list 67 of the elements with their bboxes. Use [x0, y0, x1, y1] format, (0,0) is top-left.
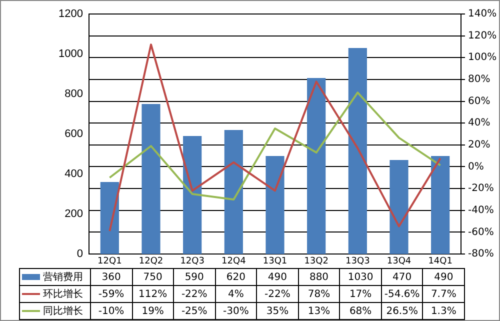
y-tick-label: 0 — [76, 248, 83, 260]
x-tick-label: 13Q3 — [346, 256, 370, 267]
y2-tick-label: -20% — [468, 183, 494, 194]
bar — [183, 136, 202, 254]
data-label: 620 — [215, 268, 257, 286]
data-label: 78% — [298, 286, 340, 302]
x-tick-label: 12Q3 — [180, 256, 204, 267]
y2-tick-label: 60% — [468, 96, 490, 107]
data-label: 590 — [174, 268, 216, 286]
data-label: 4% — [215, 286, 257, 302]
data-label: 1.3% — [422, 302, 464, 320]
y2-tick-label: -60% — [468, 226, 494, 238]
data-label: 68% — [340, 302, 382, 320]
y-tick-label: 1000 — [58, 48, 83, 60]
data-label: 360 — [90, 268, 132, 286]
y-tick-label: 600 — [64, 128, 83, 140]
data-label: 470 — [381, 268, 423, 286]
data-label: 880 — [298, 268, 340, 286]
data-label: 19% — [132, 302, 174, 320]
y-tick-label: 800 — [64, 88, 83, 100]
data-label: 490 — [256, 268, 298, 286]
legend-label: 营销费用 — [43, 272, 83, 283]
data-label: 7.7% — [422, 286, 464, 302]
x-tick-label: 13Q2 — [304, 256, 328, 267]
x-tick-label: 13Q4 — [386, 256, 412, 267]
x-tick-label: 14Q1 — [428, 256, 452, 267]
x-tick-label: 13Q1 — [262, 256, 288, 267]
y-tick-label: 400 — [64, 168, 83, 180]
data-label: 26.5% — [381, 302, 423, 320]
data-label: 750 — [132, 268, 174, 286]
bar — [348, 48, 367, 254]
bar — [100, 182, 119, 254]
bar — [390, 160, 408, 254]
data-label: -25% — [174, 302, 216, 320]
bar — [266, 156, 284, 254]
bar — [224, 130, 243, 254]
y2-tick-label: 100% — [468, 52, 497, 64]
y2-tick-label: 40% — [468, 118, 490, 129]
data-label: 112% — [132, 286, 174, 302]
data-label: 35% — [256, 302, 298, 320]
y2-tick-label: 0% — [468, 161, 484, 172]
y2-tick-label: 140% — [468, 8, 497, 20]
x-tick-label: 12Q2 — [138, 256, 164, 267]
data-label: -22% — [256, 286, 298, 302]
data-label: -10% — [90, 302, 132, 320]
data-label: -54.6% — [381, 286, 423, 302]
data-label: 490 — [422, 268, 464, 286]
data-label: -30% — [215, 302, 257, 320]
y2-tick-label: -40% — [468, 204, 494, 216]
data-label: 1030 — [340, 268, 382, 286]
y2-tick-label: 120% — [468, 30, 497, 42]
y2-tick-label: -80% — [468, 248, 494, 260]
data-label: -59% — [90, 286, 132, 302]
y2-tick-label: 80% — [468, 74, 490, 86]
data-label: 17% — [340, 286, 382, 302]
data-label: -22% — [174, 286, 216, 302]
bar — [142, 104, 160, 254]
legend-label: 同比增长 — [43, 306, 83, 317]
data-label: 13% — [298, 302, 340, 320]
legend-label: 环比增长 — [43, 289, 83, 300]
y2-tick-label: 20% — [468, 140, 490, 151]
y-tick-label: 200 — [64, 208, 83, 220]
bar — [307, 78, 326, 254]
y-tick-label: 1200 — [58, 8, 83, 20]
bar — [431, 156, 450, 254]
x-tick-label: 12Q4 — [222, 256, 246, 267]
x-tick-label: 12Q1 — [98, 256, 122, 267]
